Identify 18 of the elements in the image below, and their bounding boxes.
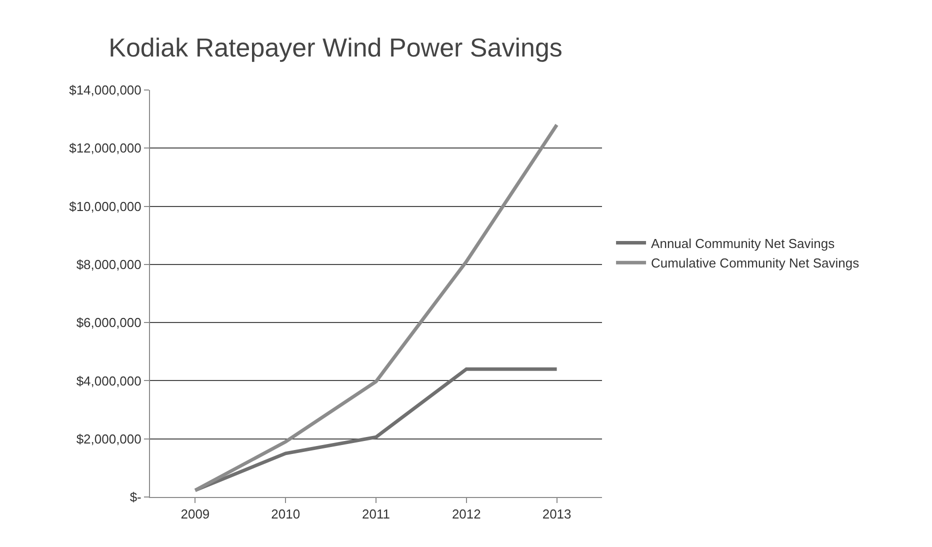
legend-label: Annual Community Net Savings <box>651 236 836 251</box>
x-tick-label: 2009 <box>180 506 210 522</box>
y-tick-label: $6,000,000 <box>76 315 142 330</box>
y-tick-label: $2,000,000 <box>76 431 142 446</box>
line-series <box>193 367 559 492</box>
y-tick-label: $12,000,000 <box>69 140 142 156</box>
y-tick-label: $4,000,000 <box>76 373 142 388</box>
y-tick-label: $8,000,000 <box>76 256 142 272</box>
x-tick-label: 2012 <box>452 506 481 522</box>
y-tick-label: $10,000,000 <box>69 198 142 214</box>
legend-label: Cumulative Community Net Savings <box>651 256 860 271</box>
y-tick-label: $14,000,000 <box>69 82 142 98</box>
y-tick-label: $- <box>130 490 142 505</box>
x-tick-label: 2011 <box>362 506 390 522</box>
x-tick-label: 2010 <box>271 506 300 522</box>
chart-title: Kodiak Ratepayer Wind Power Savings <box>108 32 562 62</box>
line-series <box>193 123 559 492</box>
x-tick-label: 2013 <box>542 506 572 522</box>
